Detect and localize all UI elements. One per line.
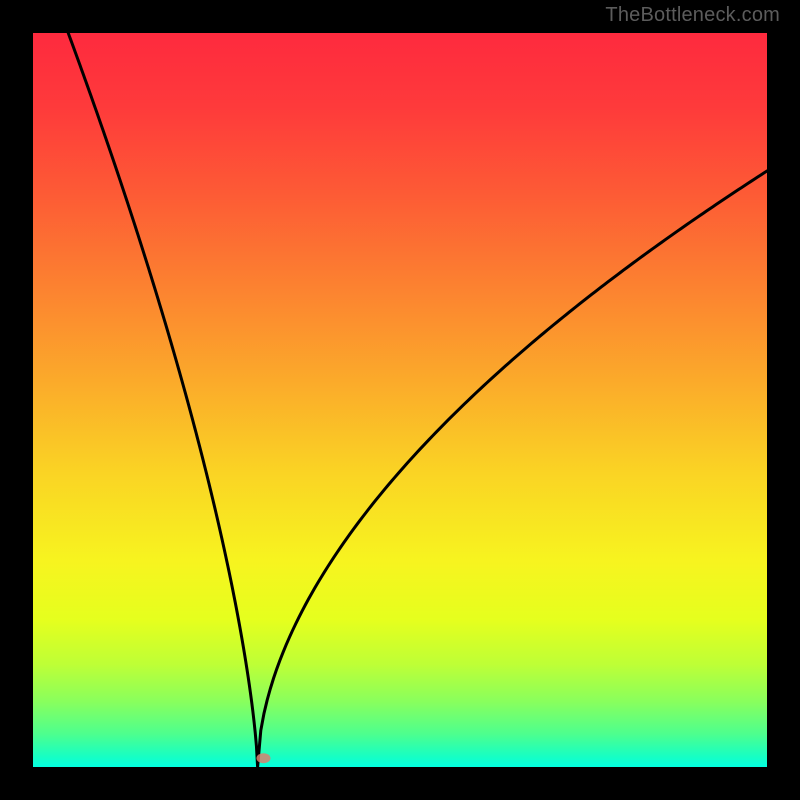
chart-svg <box>33 33 767 767</box>
plot-area <box>33 33 767 767</box>
gradient-background <box>33 33 767 767</box>
optimal-point-marker <box>256 753 270 763</box>
watermark-text: TheBottleneck.com <box>605 4 780 27</box>
